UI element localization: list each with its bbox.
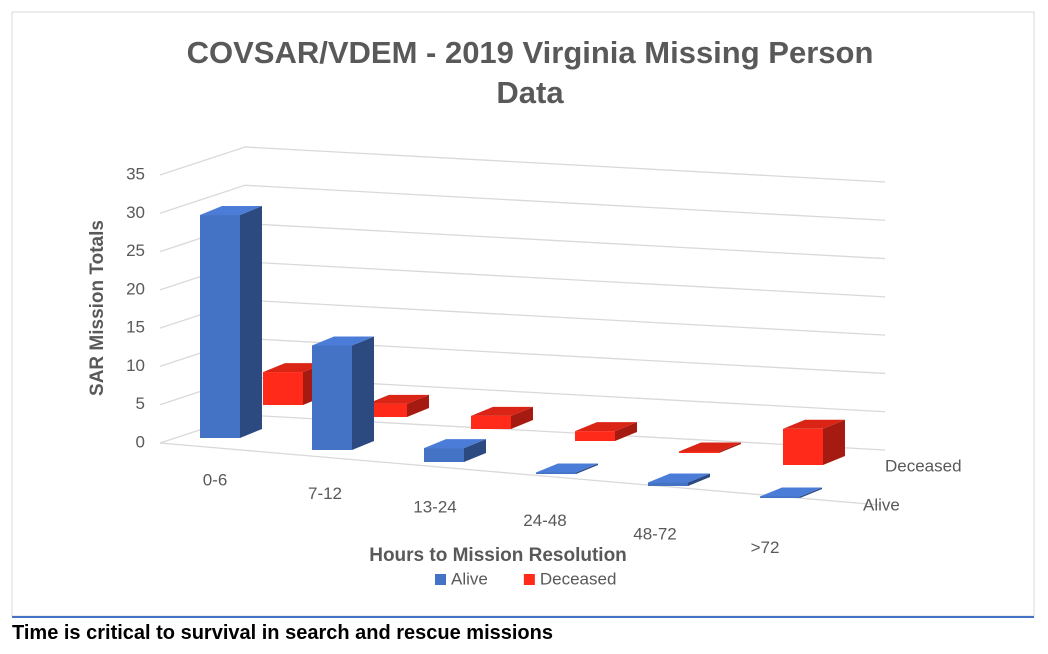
y-axis-title: SAR Mission Totals [87,220,108,396]
x-tick-label: 13-24 [413,497,456,516]
bar-side [352,336,374,450]
y-tick-label: 25 [126,241,145,260]
x-tick-label: 0-6 [203,470,228,489]
chart-title: COVSAR/VDEM - 2019 Virginia Missing Pers… [187,35,874,110]
bar [471,406,533,429]
x-tick-label: 7-12 [308,484,342,503]
bar-top [536,463,598,473]
y-tick-label: 10 [126,356,145,375]
bar-front [536,472,576,474]
bar-side [576,463,598,474]
bar-side [240,206,262,438]
legend-swatch [523,574,535,585]
bar-side [719,442,741,453]
depth-label: Alive [863,495,900,514]
bar [783,419,845,465]
bar-side [823,419,845,465]
legend-label: Deceased [540,569,617,588]
bar-front [783,428,823,465]
bar [424,439,486,462]
legend-swatch [435,574,446,585]
x-tick-label: >72 [751,538,780,557]
bar-front [679,451,719,453]
bar-front [367,403,407,417]
x-axis-title: Hours to Mission Resolution [369,545,627,566]
bar-top [575,422,637,432]
bar-top [312,336,374,346]
floor-edge [159,442,881,506]
bar-top [760,487,822,497]
y-tick-label: 30 [126,203,145,222]
bar-top [471,406,533,416]
bar-top [263,363,325,373]
bar-side [800,487,822,498]
bar-front [648,482,688,486]
bar-side [464,439,486,462]
grid-line [159,184,886,221]
bar-front [760,496,800,498]
bar-top [424,439,486,449]
legend-label: Alive [451,569,488,588]
bar-side [511,406,533,429]
grid-line [159,146,886,183]
bar [536,463,598,474]
bar-front [263,372,303,405]
bar [312,336,374,450]
chart: COVSAR/VDEM - 2019 Virginia Missing Pers… [11,11,1035,618]
x-tick-label: 48-72 [633,524,676,543]
bar-top [200,206,262,216]
bar-top [367,394,429,404]
bar-top [679,442,741,452]
bar-top [648,473,710,483]
y-tick-label: 5 [136,394,145,413]
bar-side [615,422,637,441]
bar [575,422,637,441]
bar [367,394,429,417]
y-tick-label: 0 [136,432,145,451]
bar [648,473,710,486]
y-tick-label: 35 [126,164,145,183]
bar [200,206,262,438]
y-tick-label: 20 [126,279,145,298]
bar-front [424,448,464,462]
bar-front [471,415,511,429]
caption: Time is critical to survival in search a… [12,622,553,644]
y-tick-label: 15 [126,318,145,337]
bar-side [407,394,429,417]
depth-label: Deceased [885,456,962,475]
bar [679,442,741,453]
bar-front [200,215,240,438]
chart-frame [11,11,1035,617]
bar-front [575,431,615,441]
bar [760,487,822,498]
bar-top [783,419,845,429]
bar-front [312,345,352,450]
bar-side [688,473,710,486]
x-tick-label: 24-48 [523,511,566,530]
